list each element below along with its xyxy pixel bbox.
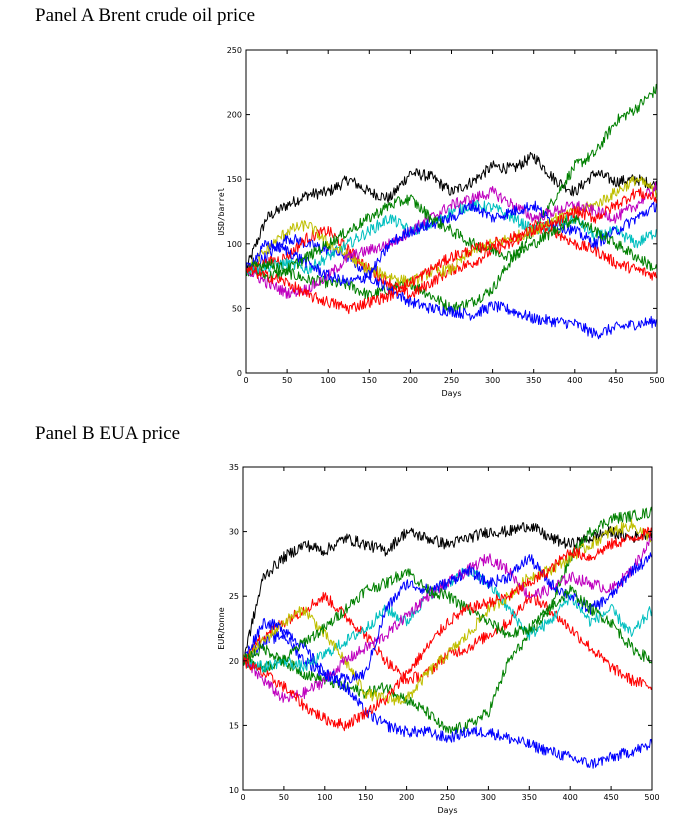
x-tick-label: 250 <box>444 376 459 385</box>
series-line-4 <box>245 219 658 300</box>
panel-a-title: Panel A Brent crude oil price <box>35 5 256 26</box>
series-line-3 <box>242 631 653 769</box>
y-tick-label: 20 <box>229 657 239 666</box>
x-tick-label: 0 <box>240 793 245 802</box>
x-tick-label: 500 <box>644 793 659 802</box>
x-tick-label: 200 <box>399 793 414 802</box>
y-tick-label: 10 <box>229 786 239 795</box>
x-tick-label: 350 <box>522 793 537 802</box>
x-tick-label: 100 <box>317 793 332 802</box>
series-line-1 <box>242 522 653 661</box>
y-tick-label: 50 <box>232 304 242 313</box>
series-line-1 <box>245 151 658 270</box>
y-tick-label: 250 <box>227 46 242 55</box>
y-axis-label: USD/barrel <box>217 187 226 235</box>
x-tick-label: 50 <box>282 376 292 385</box>
x-tick-label: 450 <box>603 793 618 802</box>
x-tick-label: 150 <box>358 793 373 802</box>
x-tick-label: 150 <box>362 376 377 385</box>
panel-b-title: Panel B EUA price <box>35 423 181 444</box>
chart-a-plot: 0 50 100 150 200 250 300 350 400 450 500 0 50 100 150 2… <box>217 46 665 398</box>
series-line-6 <box>242 519 653 706</box>
series-line-10 <box>245 187 658 315</box>
y-tick-label: 0 <box>237 369 242 378</box>
x-axis-label: Days <box>442 389 462 398</box>
x-tick-label: 250 <box>440 793 455 802</box>
x-tick-label: 450 <box>608 376 623 385</box>
x-tick-label: 400 <box>567 376 582 385</box>
y-tick-label: 200 <box>227 111 242 120</box>
series-line-4 <box>242 591 653 690</box>
y-tick-label: 25 <box>229 592 239 601</box>
series-line-8 <box>242 552 653 684</box>
series-line-6 <box>245 175 658 288</box>
series-line-7 <box>242 536 653 703</box>
series-line-9 <box>245 194 658 275</box>
y-tick-label: 150 <box>227 175 242 184</box>
y-tick-label: 15 <box>229 721 239 730</box>
series-line-9 <box>242 568 653 666</box>
x-tick-label: 350 <box>526 376 541 385</box>
series-line-2 <box>242 506 653 735</box>
x-tick-label: 300 <box>485 376 500 385</box>
x-tick-label: 0 <box>243 376 248 385</box>
x-axis-label: Days <box>438 806 458 815</box>
y-tick-label: 35 <box>229 463 239 472</box>
series-line-8 <box>245 199 658 286</box>
plot-frame <box>242 466 653 791</box>
series-line-10 <box>242 526 653 732</box>
y-tick-label: 100 <box>227 240 242 249</box>
x-tick-label: 200 <box>403 376 418 385</box>
y-axis-label: EUR/tonne <box>217 607 226 649</box>
series-line-2 <box>245 83 658 314</box>
x-tick-label: 100 <box>321 376 336 385</box>
x-tick-label: 50 <box>279 793 289 802</box>
x-tick-label: 400 <box>563 793 578 802</box>
x-tick-label: 500 <box>649 376 664 385</box>
chart-b-plot: 0 50 100 150 200 250 300 350 400 450 500 10 15 20 25 30… <box>217 463 660 815</box>
series-line-7 <box>245 181 658 299</box>
x-tick-label: 300 <box>481 793 496 802</box>
y-tick-label: 30 <box>229 528 239 537</box>
